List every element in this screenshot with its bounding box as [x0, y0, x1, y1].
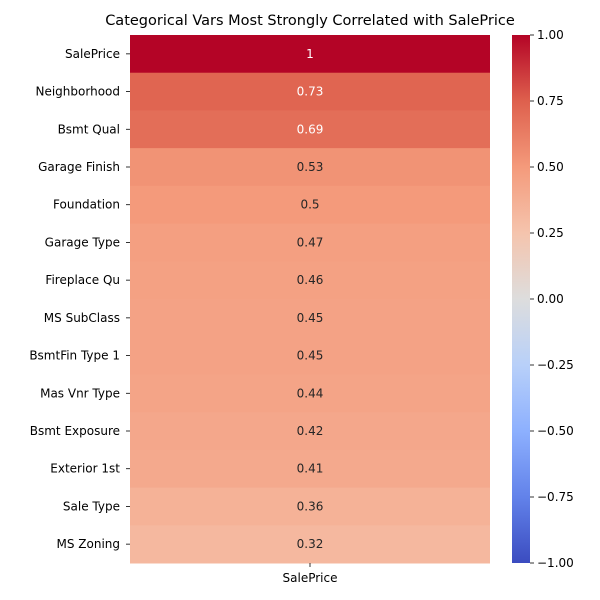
heatmap-cell — [130, 185, 490, 225]
row-tick-label: Exterior 1st — [50, 462, 120, 476]
colorbar-tick-label: −0.25 — [537, 358, 574, 372]
cell-value-label: 0.41 — [297, 462, 324, 476]
chart-title: Categorical Vars Most Strongly Correlate… — [105, 13, 515, 29]
row-tick-label: BsmtFin Type 1 — [29, 349, 120, 363]
colorbar-tick-label: 0.75 — [537, 94, 564, 108]
cell-value-label: 0.69 — [297, 122, 324, 136]
row-tick-label: SalePrice — [65, 47, 120, 61]
cell-value-label: 0.44 — [297, 386, 324, 400]
cell-value-label: 0.45 — [297, 311, 324, 325]
heatmap-cell — [130, 487, 490, 526]
colorbar-tick-label: 0.00 — [537, 292, 564, 306]
colorbar-tick-label: −0.75 — [537, 490, 574, 504]
heatmap-cell — [130, 148, 490, 187]
row-tick-label: MS SubClass — [44, 311, 120, 325]
heatmap-cell — [130, 110, 490, 149]
heatmap-cell — [130, 299, 490, 338]
row-tick-label: Bsmt Qual — [58, 122, 120, 136]
colorbar: 1.00 0.75 0.50 0.25 0.00 −0.25 −0.50 −0.75 −1.00 — [512, 28, 574, 570]
heatmap-cell — [130, 223, 490, 262]
row-tick-label: Sale Type — [63, 499, 120, 513]
heatmap-cell — [130, 72, 490, 111]
cell-value-label: 0.53 — [297, 160, 324, 174]
x-tick-label: SalePrice — [283, 571, 338, 585]
heatmap-cell — [130, 525, 490, 564]
colorbar-gradient — [512, 35, 530, 563]
cell-value-label: 0.5 — [300, 198, 319, 212]
row-tick-label: Fireplace Qu — [45, 273, 120, 287]
heatmap-cell — [130, 261, 490, 300]
colorbar-tick-label: 1.00 — [537, 28, 564, 42]
row-tick-label: Foundation — [53, 198, 120, 212]
cell-value-label: 0.47 — [297, 235, 324, 249]
cell-value-label: 0.32 — [297, 537, 324, 551]
heatmap-cells: 1 0.73 0.69 0.53 0.5 0.47 0.46 0.45 0.45 0.44 0.42… — [130, 35, 490, 564]
row-labels: SalePrice Neighborhood Bsmt Qual Garage Fin… — [29, 47, 130, 551]
colorbar-tick-label: 0.50 — [537, 160, 564, 174]
heatmap-cell — [130, 412, 490, 451]
row-tick-label: Neighborhood — [35, 85, 120, 99]
cell-value-label: 0.73 — [297, 85, 324, 99]
cell-value-label: 1 — [306, 47, 314, 61]
cell-value-label: 0.46 — [297, 273, 324, 287]
cell-value-label: 0.36 — [297, 499, 324, 513]
row-tick-label: Mas Vnr Type — [40, 386, 120, 400]
heatmap-cell — [130, 449, 490, 489]
cell-value-label: 0.45 — [297, 349, 324, 363]
row-tick-label: MS Zoning — [56, 537, 120, 551]
colorbar-tick-label: −0.50 — [537, 424, 574, 438]
colorbar-tick-label: 0.25 — [537, 226, 564, 240]
heatmap-cell — [130, 35, 490, 74]
cell-value-label: 0.42 — [297, 424, 324, 438]
row-tick-label: Garage Type — [45, 235, 120, 249]
heatmap-cell — [130, 336, 490, 375]
row-tick-label: Bsmt Exposure — [30, 424, 120, 438]
colorbar-tick-label: −1.00 — [537, 556, 574, 570]
heatmap-cell — [130, 374, 490, 413]
row-tick-label: Garage Finish — [38, 160, 120, 174]
